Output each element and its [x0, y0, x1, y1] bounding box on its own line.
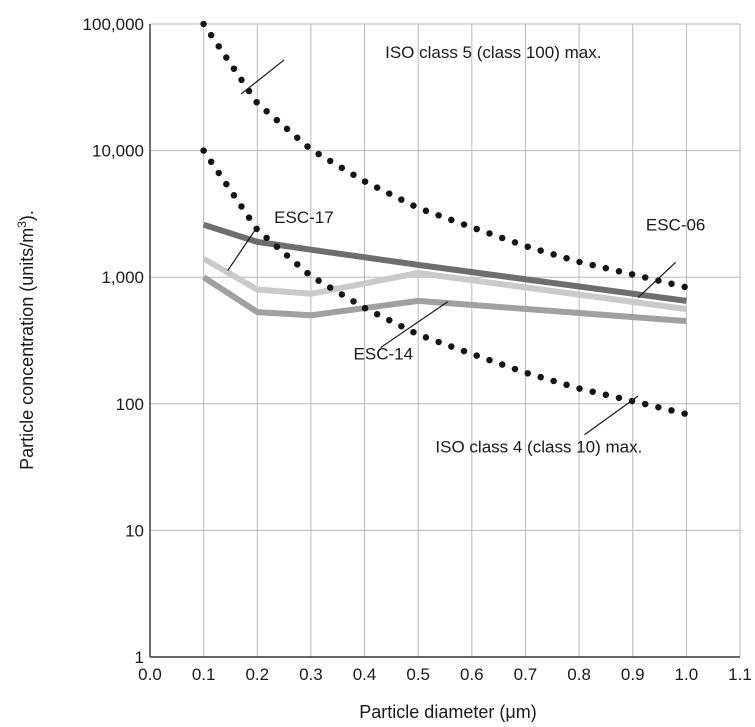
x-tick-label: 0.4 [353, 665, 377, 684]
y-axis-title-suffix: ). [17, 210, 37, 221]
series-line-esc-06 [202, 221, 687, 304]
annotations: ISO class 5 (class 100) max. ESC-17 ESC-06… [227, 43, 706, 456]
x-tick-label: 0.2 [245, 665, 269, 684]
x-axis-title: Particle diameter (μm) [359, 702, 536, 722]
x-tick-label: 0.7 [514, 665, 538, 684]
annotation-label-iso-class-4-class-10-max: ISO class 4 (class 10) max. [435, 437, 642, 456]
y-tick-label: 1,000 [101, 268, 144, 287]
y-tick-label: 10 [125, 521, 144, 540]
annotation-pointer [380, 301, 449, 349]
annotation-label-iso-class-5-class-100-max: ISO class 5 (class 100) max. [385, 43, 601, 62]
annotation-label-esc-14: ESC-14 [354, 344, 414, 363]
x-tick-label: 0.5 [406, 665, 430, 684]
x-tick-label: 0.6 [460, 665, 484, 684]
y-tick-label: 10,000 [92, 142, 144, 161]
x-tick-label: 1.0 [675, 665, 699, 684]
annotation-label-esc-17: ESC-17 [274, 208, 334, 227]
series-layer [200, 20, 690, 418]
annotation-pointer [227, 226, 258, 271]
series-line-iso-class-4-class-10-max [200, 147, 690, 418]
annotation-label-esc-06: ESC-06 [646, 216, 706, 235]
tick-labels: 0.0 0.1 0.2 0.3 0.4 0.5 0.6 0.7 0.8 0.9 1.0 1.1 1 10 1… [83, 15, 752, 684]
y-tick-label: 1 [135, 648, 144, 667]
y-axis-title-sup: 3 [15, 221, 29, 228]
y-axis-title-main: Particle concentration (units/m [17, 228, 37, 470]
x-tick-label: 0.3 [299, 665, 323, 684]
y-axis-title: Particle concentration (units/m3). [15, 210, 37, 470]
series-line-iso-class-5-class-100-max [200, 20, 690, 291]
annotation-pointer [240, 59, 285, 95]
annotation-pointer [637, 261, 677, 299]
y-tick-label: 100 [116, 395, 144, 414]
axes [149, 24, 740, 658]
x-tick-label: 0.9 [621, 665, 645, 684]
x-tick-label: 1.1 [728, 665, 752, 684]
series-line-esc-14 [201, 274, 687, 325]
series-line-esc-17 [202, 256, 687, 313]
x-tick-label: 0.1 [192, 665, 216, 684]
x-tick-label: 0.0 [138, 665, 162, 684]
x-tick-label: 0.8 [567, 665, 591, 684]
y-tick-label: 100,000 [83, 15, 144, 34]
annotation-pointer [584, 395, 639, 436]
